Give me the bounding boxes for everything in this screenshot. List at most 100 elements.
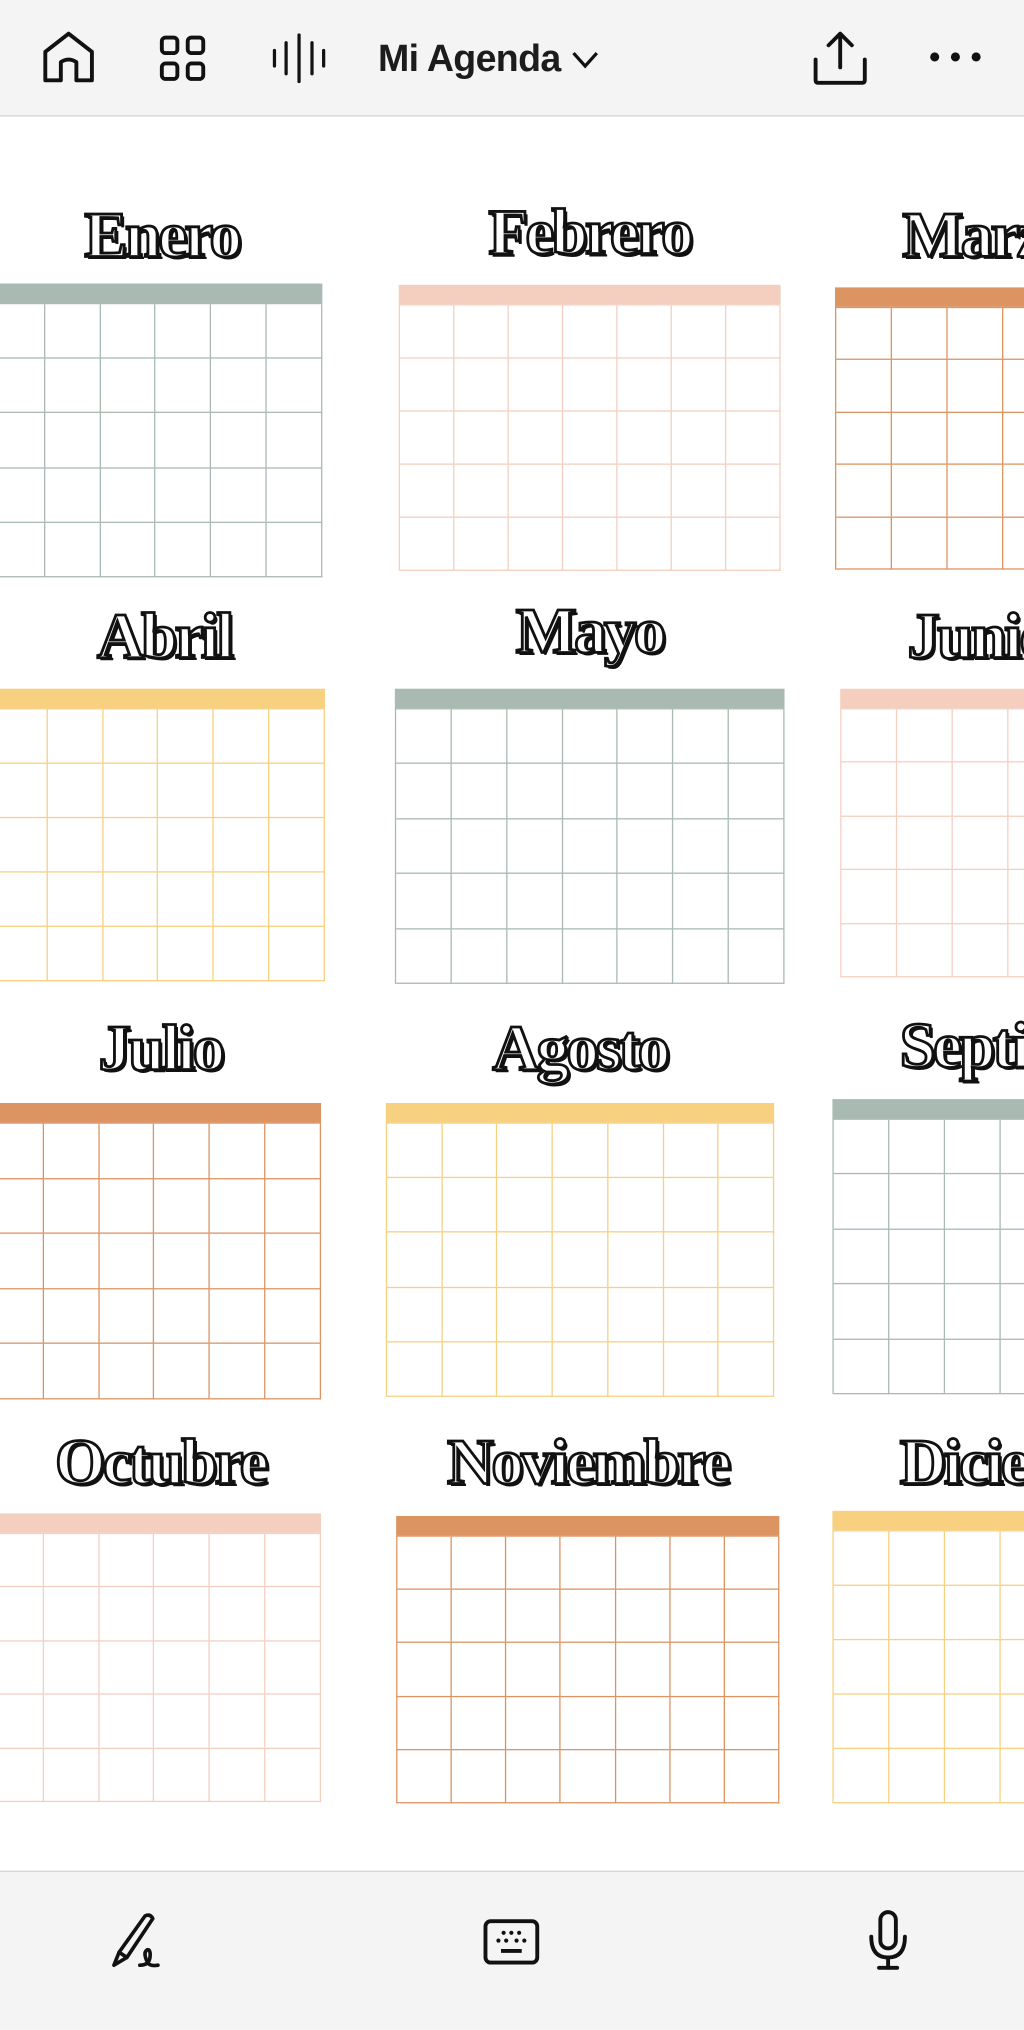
day-cell[interactable] <box>729 764 785 820</box>
day-cell[interactable] <box>0 709 48 764</box>
day-cell[interactable] <box>154 1748 211 1803</box>
day-cell[interactable] <box>615 1643 671 1697</box>
day-cell[interactable] <box>158 872 214 927</box>
day-cell[interactable] <box>454 517 509 571</box>
day-cell[interactable] <box>0 763 48 819</box>
day-cell[interactable] <box>265 1289 322 1345</box>
day-cell[interactable] <box>889 1229 945 1285</box>
day-cell[interactable] <box>563 517 618 571</box>
day-cell[interactable] <box>266 358 323 414</box>
day-cell[interactable] <box>562 928 619 984</box>
day-cell[interactable] <box>213 818 270 873</box>
day-cell[interactable] <box>673 764 730 820</box>
day-cell[interactable] <box>154 1694 211 1749</box>
day-cell[interactable] <box>670 1696 725 1751</box>
day-cell[interactable] <box>99 1344 155 1400</box>
day-cell[interactable] <box>0 1289 44 1345</box>
day-cell[interactable] <box>889 1694 945 1750</box>
day-cell[interactable] <box>952 763 1008 817</box>
day-cell[interactable] <box>833 1119 890 1175</box>
day-cell[interactable] <box>841 816 897 871</box>
day-cell[interactable] <box>726 305 781 359</box>
day-cell[interactable] <box>891 412 948 466</box>
day-cell[interactable] <box>265 1123 322 1179</box>
day-cell[interactable] <box>387 1232 443 1288</box>
day-cell[interactable] <box>841 923 897 978</box>
day-cell[interactable] <box>552 1287 609 1343</box>
day-cell[interactable] <box>608 1123 664 1179</box>
day-cell[interactable] <box>0 1344 44 1400</box>
day-cell[interactable] <box>454 464 509 518</box>
day-cell[interactable] <box>43 1641 100 1695</box>
day-cell[interactable] <box>944 1585 1001 1641</box>
day-cell[interactable] <box>724 1696 780 1751</box>
day-cell[interactable] <box>944 1640 1001 1695</box>
day-cell[interactable] <box>1000 1284 1024 1340</box>
day-cell[interactable] <box>1000 1695 1024 1750</box>
day-cell[interactable] <box>947 360 1003 413</box>
day-cell[interactable] <box>506 1590 562 1644</box>
day-cell[interactable] <box>154 1587 211 1642</box>
day-cell[interactable] <box>451 1643 507 1697</box>
day-cell[interactable] <box>269 926 325 982</box>
day-cell[interactable] <box>726 464 781 518</box>
day-cell[interactable] <box>497 1123 553 1179</box>
day-cell[interactable] <box>210 1694 266 1749</box>
day-cell[interactable] <box>99 1123 155 1179</box>
day-cell[interactable] <box>726 411 781 465</box>
day-cell[interactable] <box>1000 1532 1024 1586</box>
day-cell[interactable] <box>100 304 156 359</box>
day-cell[interactable] <box>1000 1586 1024 1641</box>
day-cell[interactable] <box>396 819 452 875</box>
day-cell[interactable] <box>506 1750 562 1804</box>
day-cell[interactable] <box>155 522 212 578</box>
day-cell[interactable] <box>155 468 212 523</box>
day-cell[interactable] <box>100 522 156 578</box>
day-cell[interactable] <box>1000 1175 1024 1230</box>
day-cell[interactable] <box>0 818 48 873</box>
day-cell[interactable] <box>836 465 892 518</box>
day-cell[interactable] <box>442 1123 498 1179</box>
day-cell[interactable] <box>266 522 323 578</box>
day-cell[interactable] <box>947 412 1003 466</box>
day-cell[interactable] <box>1007 763 1024 817</box>
day-cell[interactable] <box>213 926 270 982</box>
day-cell[interactable] <box>944 1119 1001 1175</box>
day-cell[interactable] <box>44 413 101 469</box>
day-cell[interactable] <box>387 1342 443 1397</box>
day-cell[interactable] <box>726 358 781 412</box>
day-cell[interactable] <box>833 1531 890 1586</box>
day-cell[interactable] <box>210 1289 266 1345</box>
day-cell[interactable] <box>99 1641 155 1695</box>
day-cell[interactable] <box>442 1232 498 1288</box>
day-cell[interactable] <box>442 1342 498 1397</box>
day-cell[interactable] <box>451 764 508 820</box>
day-cell[interactable] <box>154 1178 211 1234</box>
day-cell[interactable] <box>158 709 214 764</box>
day-cell[interactable] <box>154 1641 211 1695</box>
day-cell[interactable] <box>266 304 323 359</box>
day-cell[interactable] <box>211 358 267 414</box>
day-cell[interactable] <box>896 923 953 978</box>
day-cell[interactable] <box>896 763 953 817</box>
day-cell[interactable] <box>563 305 618 359</box>
day-cell[interactable] <box>944 1284 1001 1340</box>
day-cell[interactable] <box>507 764 563 820</box>
day-cell[interactable] <box>265 1344 322 1400</box>
day-cell[interactable] <box>99 1748 155 1803</box>
day-cell[interactable] <box>889 1339 945 1395</box>
day-cell[interactable] <box>891 360 948 413</box>
day-cell[interactable] <box>99 1534 155 1588</box>
day-cell[interactable] <box>944 1694 1001 1750</box>
day-cell[interactable] <box>0 1641 44 1695</box>
day-cell[interactable] <box>663 1232 719 1288</box>
day-cell[interactable] <box>213 709 270 764</box>
day-cell[interactable] <box>44 358 101 414</box>
day-cell[interactable] <box>833 1585 890 1641</box>
day-cell[interactable] <box>947 517 1003 570</box>
keyboard-icon[interactable] <box>482 1916 542 1968</box>
day-cell[interactable] <box>1002 360 1024 413</box>
day-cell[interactable] <box>1002 413 1024 466</box>
day-cell[interactable] <box>891 465 948 518</box>
more-icon[interactable] <box>927 47 984 68</box>
